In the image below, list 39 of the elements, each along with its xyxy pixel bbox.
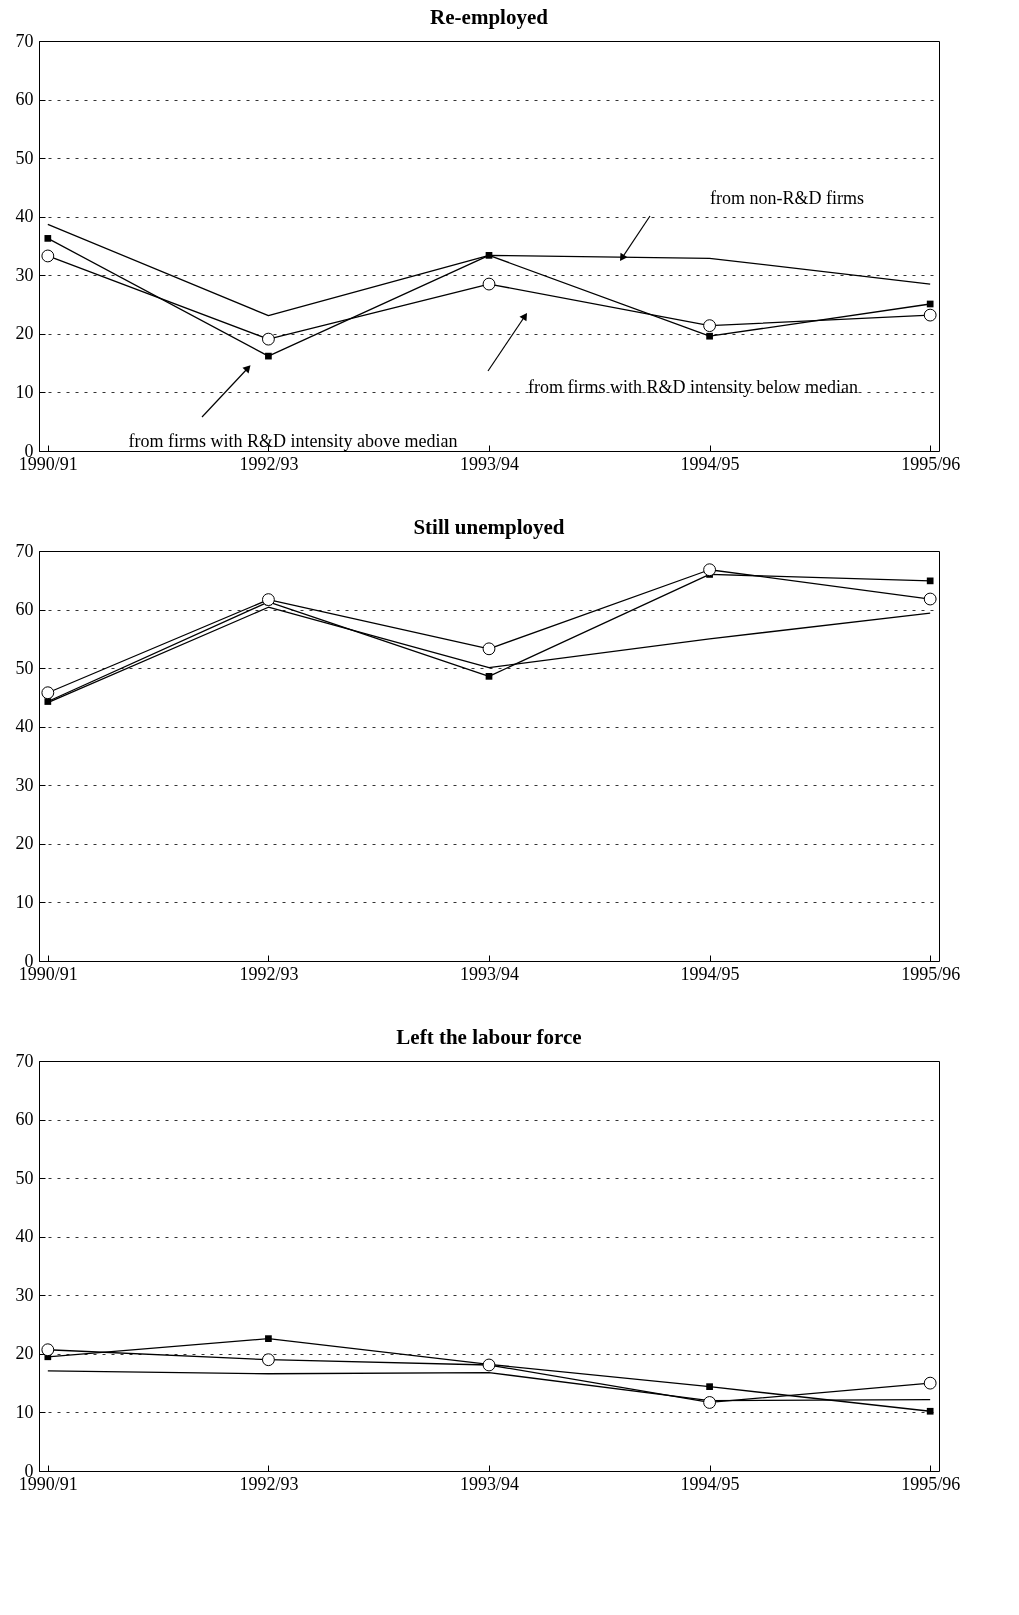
y-tick-label: 20 bbox=[15, 833, 34, 854]
x-tick-label: 1995/96 bbox=[901, 453, 961, 474]
y-tick-label: 40 bbox=[15, 206, 34, 227]
y-tick-label: 60 bbox=[15, 89, 34, 110]
y-tick-label: 40 bbox=[15, 716, 34, 737]
y-tick-label: 20 bbox=[15, 323, 34, 344]
y-tick-label: 10 bbox=[15, 1401, 34, 1422]
chart-title: Left the labour force bbox=[396, 1025, 582, 1049]
y-tick-label: 70 bbox=[15, 30, 34, 51]
x-tick-label: 1993/94 bbox=[459, 1473, 520, 1494]
annotation: from firms with R&D intensity below median bbox=[528, 377, 858, 397]
x-tick-label: 1994/95 bbox=[680, 1473, 740, 1494]
y-tick-label: 40 bbox=[15, 1226, 34, 1247]
y-tick-label: 10 bbox=[15, 891, 34, 912]
y-tick-label: 30 bbox=[15, 1284, 34, 1305]
annotation: from non-R&D firms bbox=[710, 188, 864, 208]
annotation: from firms with R&D intensity above median bbox=[128, 431, 458, 451]
y-tick-label: 50 bbox=[15, 1167, 34, 1188]
y-tick-label: 70 bbox=[15, 540, 34, 561]
y-tick-label: 20 bbox=[15, 1343, 34, 1364]
y-tick-label: 50 bbox=[15, 147, 34, 168]
y-tick-label: 60 bbox=[15, 599, 34, 620]
y-tick-label: 50 bbox=[15, 657, 34, 678]
y-tick-label: 10 bbox=[15, 381, 34, 402]
x-tick-label: 1995/96 bbox=[901, 963, 961, 984]
chart-title: Re-employed bbox=[430, 5, 549, 29]
y-tick-label: 30 bbox=[15, 264, 34, 285]
x-tick-label: 1994/95 bbox=[680, 453, 740, 474]
x-tick-label: 1995/96 bbox=[901, 1473, 961, 1494]
x-tick-label: 1992/93 bbox=[239, 453, 299, 474]
y-tick-label: 70 bbox=[15, 1050, 34, 1071]
chart-title: Still unemployed bbox=[413, 515, 565, 539]
x-tick-label: 1992/93 bbox=[239, 1473, 299, 1494]
x-tick-label: 1993/94 bbox=[459, 963, 520, 984]
y-tick-label: 30 bbox=[15, 774, 34, 795]
y-tick-label: 60 bbox=[15, 1109, 34, 1130]
x-tick-label: 1993/94 bbox=[459, 453, 520, 474]
x-tick-label: 1994/95 bbox=[680, 963, 740, 984]
x-tick-label: 1992/93 bbox=[239, 963, 299, 984]
